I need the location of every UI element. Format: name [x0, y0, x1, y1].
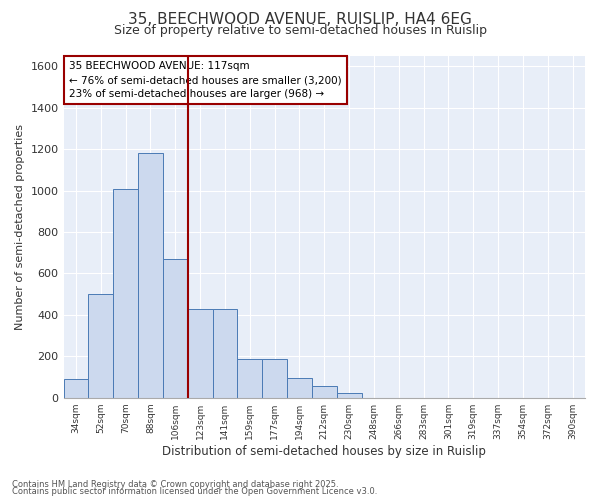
Bar: [238, 360, 262, 398]
Bar: [163, 259, 188, 398]
Bar: [64, 379, 88, 398]
Y-axis label: Number of semi-detached properties: Number of semi-detached properties: [15, 124, 25, 330]
Bar: [337, 392, 362, 398]
Bar: [212, 308, 238, 398]
Text: 35 BEECHWOOD AVENUE: 117sqm
← 76% of semi-detached houses are smaller (3,200)
23: 35 BEECHWOOD AVENUE: 117sqm ← 76% of sem…: [69, 61, 341, 99]
Text: 35, BEECHWOOD AVENUE, RUISLIP, HA4 6EG: 35, BEECHWOOD AVENUE, RUISLIP, HA4 6EG: [128, 12, 472, 28]
Bar: [138, 154, 163, 398]
X-axis label: Distribution of semi-detached houses by size in Ruislip: Distribution of semi-detached houses by …: [163, 444, 486, 458]
Bar: [312, 386, 337, 398]
Bar: [88, 294, 113, 398]
Bar: [287, 378, 312, 398]
Bar: [113, 188, 138, 398]
Text: Contains public sector information licensed under the Open Government Licence v3: Contains public sector information licen…: [12, 487, 377, 496]
Bar: [262, 360, 287, 398]
Text: Size of property relative to semi-detached houses in Ruislip: Size of property relative to semi-detach…: [113, 24, 487, 37]
Bar: [188, 308, 212, 398]
Text: Contains HM Land Registry data © Crown copyright and database right 2025.: Contains HM Land Registry data © Crown c…: [12, 480, 338, 489]
